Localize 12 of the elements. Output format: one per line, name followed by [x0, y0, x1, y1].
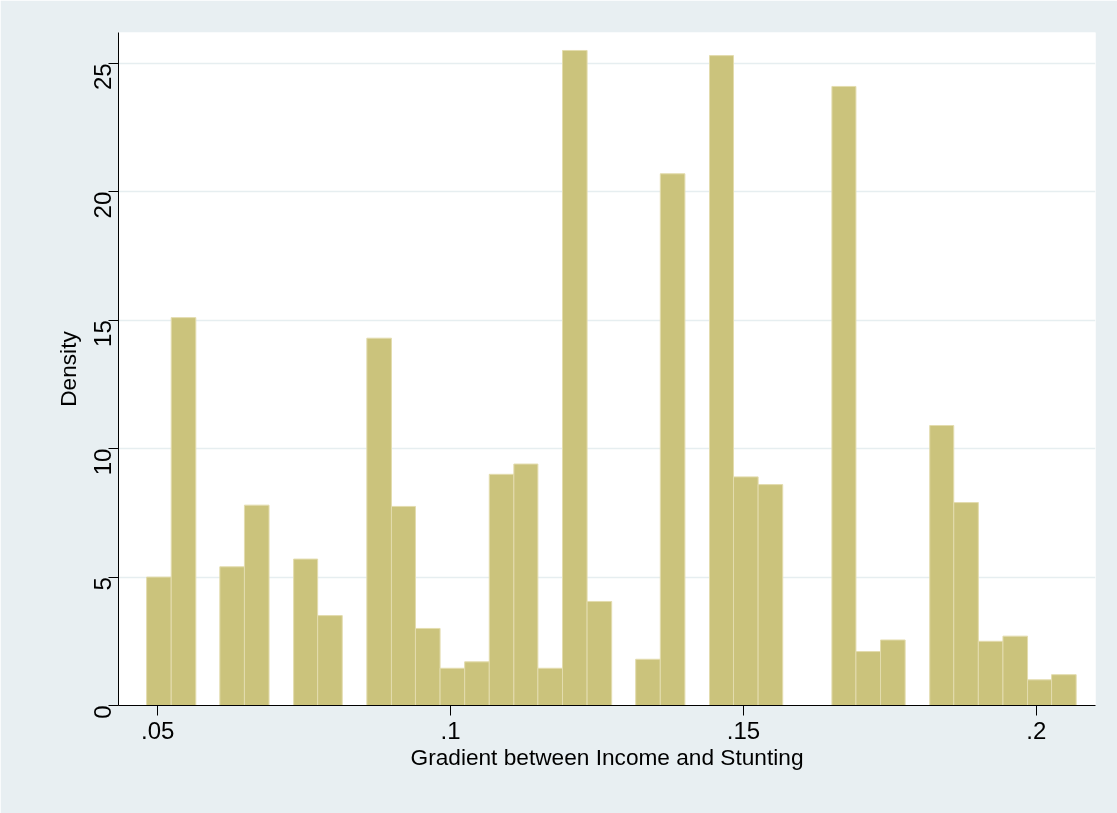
x-axis-title: Gradient between Income and Stunting [410, 743, 804, 770]
y-tick-label: 25 [89, 63, 116, 91]
y-axis-title: Density [54, 330, 81, 407]
x-tick-label: .05 [141, 716, 175, 744]
x-tick-label: .15 [726, 716, 761, 744]
y-tick-label: 5 [89, 577, 116, 591]
y-tick-label: 20 [89, 191, 116, 219]
y-tick-label: 15 [89, 320, 116, 347]
x-tick-label: .1 [440, 716, 461, 744]
x-tick-label: .2 [1026, 716, 1047, 744]
y-tick-label: 10 [89, 448, 116, 476]
y-tick-label: 0 [89, 705, 116, 719]
